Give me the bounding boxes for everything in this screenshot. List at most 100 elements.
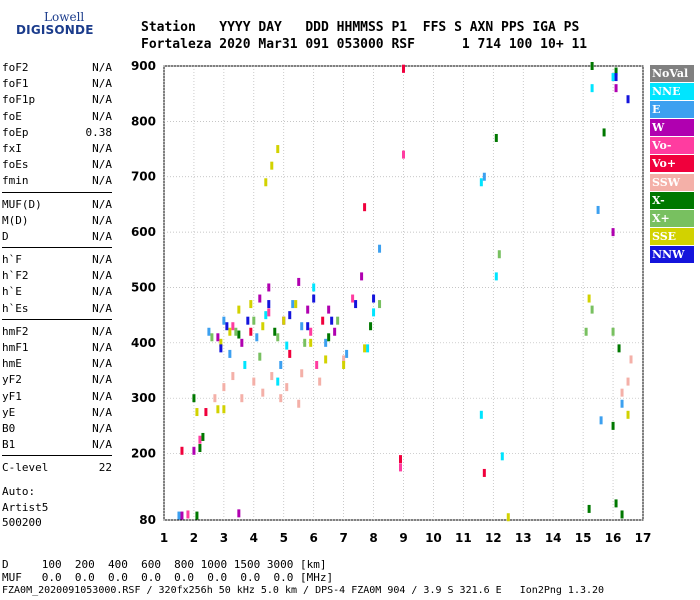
param-row: foF1p N/A <box>2 92 112 108</box>
data-point <box>306 322 310 331</box>
param-value: N/A <box>92 93 112 107</box>
param-row: hmE N/A <box>2 356 112 372</box>
data-point <box>617 344 621 353</box>
y-tick-label: 800 <box>131 114 156 128</box>
data-point <box>270 372 274 381</box>
param-name: h`F <box>2 253 22 267</box>
x-tick-label: 7 <box>339 531 347 545</box>
param-name: h`F2 <box>2 269 29 283</box>
data-point <box>252 316 256 325</box>
data-point <box>584 327 588 336</box>
file-info-footer: FZA0M_2020091053000.RSF / 320fx256h 50 k… <box>2 585 605 596</box>
auto-label: Auto: <box>2 485 36 498</box>
param-value: N/A <box>92 253 112 267</box>
param-name: foEp <box>2 125 29 139</box>
param-row: foE N/A <box>2 109 112 125</box>
data-point <box>240 394 244 403</box>
param-value: N/A <box>92 61 112 74</box>
param-row: fmin N/A <box>2 173 112 189</box>
data-point <box>611 327 615 336</box>
data-point <box>363 203 367 212</box>
data-point <box>372 294 376 303</box>
param-value: N/A <box>92 158 112 172</box>
data-point <box>207 327 211 336</box>
param-name: h`Es <box>2 301 29 315</box>
data-point <box>192 446 196 455</box>
legend-item: X- <box>650 191 694 209</box>
data-point <box>288 311 292 320</box>
param-value: 22 <box>98 461 112 475</box>
data-point <box>195 511 199 520</box>
data-point <box>351 294 355 303</box>
param-value: N/A <box>92 229 112 243</box>
param-value: N/A <box>92 421 112 435</box>
data-point <box>312 294 316 303</box>
data-point <box>213 394 217 403</box>
data-point <box>279 360 283 369</box>
legend-item: SSW <box>650 173 694 191</box>
data-point <box>378 300 382 309</box>
param-group-profile: hmF2 N/A hmF1 N/A hmE N/A yF2 N/A yF1 N/A yE N/A B0 N… <box>2 324 112 454</box>
data-point <box>231 322 235 331</box>
data-point <box>249 300 253 309</box>
data-point <box>186 510 190 519</box>
data-point <box>342 355 346 364</box>
data-point <box>330 316 334 325</box>
x-tick-label: 13 <box>515 531 532 545</box>
data-point <box>378 244 382 253</box>
data-point <box>228 327 232 336</box>
data-point <box>261 388 265 397</box>
param-value: N/A <box>92 213 112 227</box>
param-value: N/A <box>92 438 112 452</box>
data-point <box>264 178 268 187</box>
data-point <box>216 333 220 342</box>
data-point <box>306 305 310 314</box>
header-values: Fortaleza 2020 Mar31 091 053000 RSF 1 71… <box>141 37 588 52</box>
data-point <box>258 294 262 303</box>
data-point <box>614 499 618 508</box>
legend-item: NNW <box>650 245 694 263</box>
param-row: hmF2 N/A <box>2 324 112 340</box>
data-point <box>629 355 633 364</box>
param-row: h`F2 N/A <box>2 268 112 284</box>
x-tick-label: 11 <box>455 531 472 545</box>
data-point <box>369 322 373 331</box>
auto-version: 500200 <box>2 516 42 529</box>
data-point <box>195 408 199 417</box>
data-point <box>312 283 316 292</box>
data-point <box>614 73 618 82</box>
data-point <box>626 377 630 386</box>
data-point <box>294 300 298 309</box>
data-point <box>363 344 367 353</box>
data-point <box>219 338 223 347</box>
data-point <box>324 338 328 347</box>
data-point <box>614 84 618 93</box>
data-point <box>282 316 286 325</box>
param-group-confidence: C-level 22 <box>2 460 112 476</box>
data-point <box>318 377 322 386</box>
data-point <box>620 388 624 397</box>
param-name: h`E <box>2 285 22 299</box>
y-tick-label: 700 <box>131 170 156 184</box>
data-point <box>198 444 202 453</box>
param-name: foF1 <box>2 77 29 91</box>
data-point <box>261 322 265 331</box>
param-value: N/A <box>92 77 112 91</box>
param-name: fmin <box>2 174 29 188</box>
param-row: foF1 N/A <box>2 76 112 92</box>
data-point <box>300 369 304 378</box>
data-point <box>240 338 244 347</box>
data-point <box>267 283 271 292</box>
data-point <box>402 150 405 159</box>
legend-item: Vo- <box>650 137 694 155</box>
param-name: D <box>2 229 9 243</box>
data-point <box>234 327 238 336</box>
data-point <box>270 161 274 170</box>
x-tick-label: 6 <box>310 531 318 545</box>
data-point <box>327 333 331 342</box>
x-tick-label: 12 <box>485 531 502 545</box>
data-point <box>285 341 289 350</box>
param-row: h`E N/A <box>2 284 112 300</box>
data-point <box>620 399 624 408</box>
data-point <box>366 344 370 353</box>
